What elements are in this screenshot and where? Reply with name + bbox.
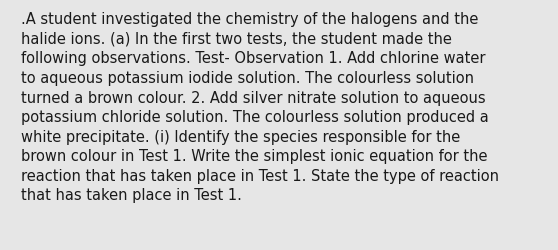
Text: .A student investigated the chemistry of the halogens and the
halide ions. (a) I: .A student investigated the chemistry of… xyxy=(21,12,499,202)
